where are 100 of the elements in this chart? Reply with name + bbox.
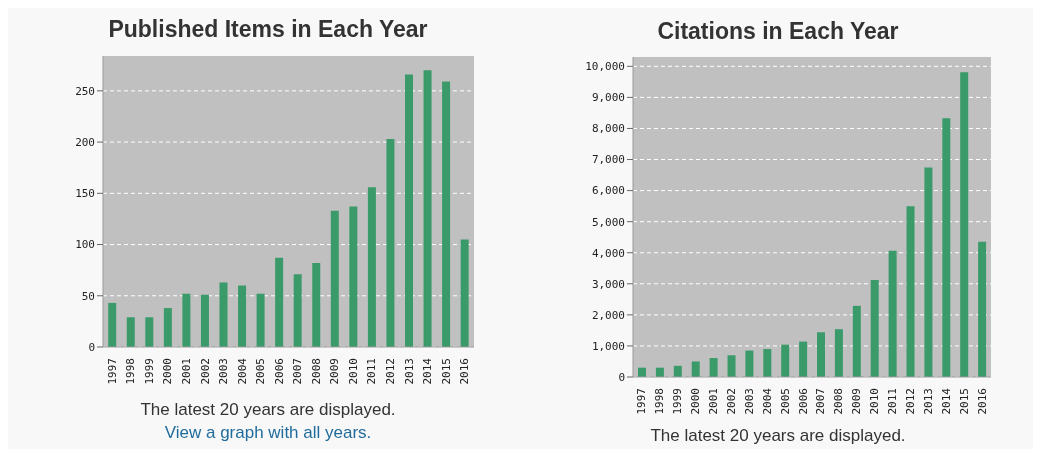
x-tick-label: 1998 [124, 358, 138, 385]
chart-title: Published Items in Each Year [107, 16, 429, 43]
x-tick-label: 2000 [161, 358, 175, 385]
bar [906, 206, 915, 377]
bar [442, 81, 451, 347]
bar [349, 206, 358, 347]
x-tick-label: 2011 [365, 358, 379, 385]
x-tick-label: 2005 [778, 388, 792, 415]
bar [924, 167, 933, 377]
bar [460, 239, 469, 347]
bar [200, 294, 209, 347]
bar [404, 74, 413, 347]
x-tick-label: 2002 [198, 358, 212, 385]
x-tick-label: 2013 [402, 358, 416, 385]
bar [817, 332, 826, 377]
bar [852, 305, 861, 377]
bar [888, 250, 897, 377]
y-tick-label: 250 [75, 84, 95, 98]
x-tick-label: 2008 [309, 358, 323, 385]
x-tick-label: 1997 [105, 358, 119, 385]
bar [312, 262, 321, 347]
x-tick-label: 2001 [179, 358, 193, 385]
x-tick-label: 2011 [886, 388, 900, 415]
y-tick-label: 5,000 [591, 215, 625, 229]
x-tick-label: 2010 [346, 358, 360, 385]
x-tick-label: 1999 [142, 358, 156, 385]
y-tick-label: 1,000 [591, 339, 625, 353]
x-tick-label: 2007 [814, 388, 828, 415]
x-tick-label: 2001 [707, 388, 721, 415]
bar [126, 317, 135, 347]
bar [709, 358, 718, 377]
y-tick-label: 7,000 [591, 153, 625, 167]
x-tick-label: 2002 [724, 388, 738, 415]
bar [219, 282, 228, 347]
bar [256, 293, 265, 347]
bar [691, 361, 700, 377]
bar [870, 280, 879, 377]
x-tick-label: 2003 [217, 358, 231, 385]
bar [163, 308, 172, 347]
bar [942, 118, 951, 377]
y-tick-label: 200 [75, 135, 95, 149]
x-tick-label: 2012 [384, 358, 398, 385]
x-tick-label: 2016 [458, 358, 472, 385]
x-tick-label: 2014 [939, 387, 953, 415]
bar [293, 274, 302, 347]
x-tick-label: 2016 [975, 388, 989, 415]
y-tick-label: 4,000 [591, 246, 625, 260]
y-tick-label: 150 [75, 187, 95, 201]
bar [145, 317, 154, 347]
bar [367, 187, 376, 347]
x-tick-label: 2014 [421, 357, 435, 385]
x-tick-label: 2008 [832, 388, 846, 415]
x-tick-label: 2004 [235, 357, 249, 385]
y-tick-label: 100 [75, 238, 95, 252]
bar [673, 365, 682, 377]
bar [960, 72, 969, 377]
x-tick-label: 1998 [653, 388, 667, 415]
text: The latest 20 years are displayed. [649, 426, 907, 446]
y-tick-label: 2,000 [591, 308, 625, 322]
y-tick-label: 0 [618, 370, 625, 384]
bar [781, 344, 790, 377]
bar [386, 139, 395, 347]
y-tick-label: 8,000 [591, 122, 625, 136]
bar [978, 241, 987, 377]
y-tick-label: 9,000 [591, 91, 625, 105]
x-tick-label: 2007 [291, 358, 305, 385]
x-tick-label: 2006 [272, 358, 286, 385]
bar [745, 350, 754, 377]
bar [763, 349, 772, 377]
bar [238, 285, 247, 347]
x-tick-label: 2010 [868, 388, 882, 415]
x-tick-label: 2013 [921, 388, 935, 415]
y-tick-label: 50 [81, 289, 95, 303]
x-tick-label: 2000 [689, 388, 703, 415]
bar [275, 257, 284, 347]
x-tick-label: 2004 [760, 387, 774, 415]
bar [182, 293, 191, 347]
y-tick-label: 0 [88, 340, 95, 354]
y-tick-label: 10,000 [585, 60, 625, 74]
y-tick-label: 3,000 [591, 277, 625, 291]
x-tick-label: 1997 [635, 388, 649, 415]
bar [834, 329, 843, 377]
x-tick-label: 2003 [742, 388, 756, 415]
x-tick-label: 2015 [957, 388, 971, 415]
x-tick-label: 2015 [439, 358, 453, 385]
bar [108, 302, 117, 347]
x-tick-label: 2006 [796, 388, 810, 415]
x-tick-label: 2009 [328, 358, 342, 385]
bar [330, 210, 339, 347]
bar [799, 341, 808, 377]
x-tick-label: 2005 [254, 358, 268, 385]
text: View a graph with all years. [163, 423, 373, 443]
y-tick-label: 6,000 [591, 184, 625, 198]
bar [423, 70, 432, 347]
chart-title: Citations in Each Year [656, 18, 900, 45]
x-tick-label: 1999 [671, 388, 685, 415]
bar [727, 355, 736, 377]
text: The latest 20 years are displayed. [139, 400, 397, 420]
x-tick-label: 2012 [903, 388, 917, 415]
x-tick-label: 2009 [850, 388, 864, 415]
